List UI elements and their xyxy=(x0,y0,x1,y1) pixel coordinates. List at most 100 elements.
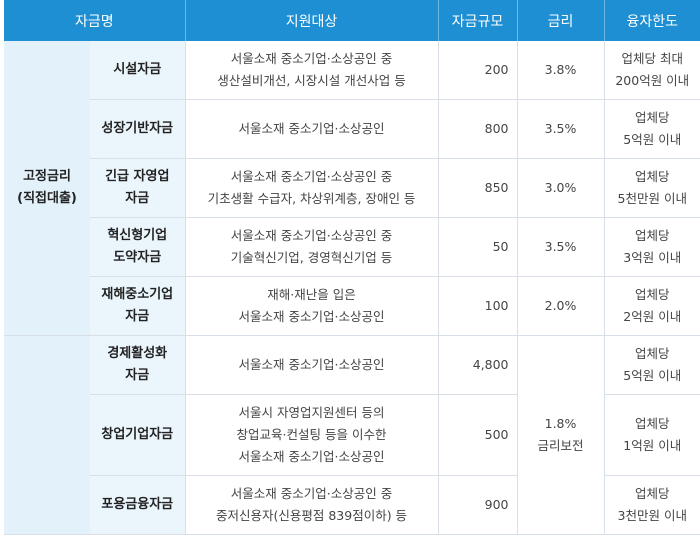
limit-text: 업체당 xyxy=(635,287,670,302)
target: 서울소재 중소기업·소상공인 중 기초생활 수급자, 차상위계층, 장애인 등 xyxy=(185,158,439,218)
group-second xyxy=(4,335,90,535)
table-row: 경제활성화 자금 서울소재 중소기업·소상공인 4,800 1.8% 금리보전 … xyxy=(4,335,700,535)
table-row: 재해중소기업 자금 재해·재난을 입은 서울소재 중소기업·소상공인 100 2… xyxy=(4,276,700,336)
fund-name-text: 도약자금 xyxy=(113,250,162,265)
limit: 업체당 5억원 이내 xyxy=(604,99,700,159)
limit-text: 5억원 이내 xyxy=(623,132,682,147)
fund-name: 포용금융자금 xyxy=(90,475,186,535)
fund-name: 재해중소기업 자금 xyxy=(90,276,186,336)
header-fund-name: 자금명 xyxy=(4,0,186,41)
limit-text: 5억원 이내 xyxy=(623,368,682,383)
fund-name-text: 혁신형기업 xyxy=(107,228,168,243)
fund-name: 시설자금 xyxy=(90,41,186,100)
limit-text: 업체당 xyxy=(635,169,670,184)
target-text: 기초생활 수급자, 차상위계층, 장애인 등 xyxy=(207,191,416,206)
limit: 업체당 3천만원 이내 xyxy=(604,475,700,535)
rate: 3.5% xyxy=(517,217,605,277)
target-text: 재해·재난을 입은 xyxy=(267,287,356,302)
limit-text: 업체당 xyxy=(635,110,670,125)
rate-merged: 1.8% 금리보전 xyxy=(517,335,605,535)
target: 재해·재난을 입은 서울소재 중소기업·소상공인 xyxy=(185,276,439,336)
limit-text: 3천만원 이내 xyxy=(617,508,687,523)
fund-name-text: 시설자금 xyxy=(113,62,162,77)
table-row: 혁신형기업 도약자금 서울소재 중소기업·소상공인 중 기술혁신기업, 경영혁신… xyxy=(4,217,700,277)
target: 서울시 자영업지원센터 등의 창업교육·컨설팅 등을 이수한 서울소재 중소기업… xyxy=(185,394,439,476)
target-text: 기술혁신기업, 경영혁신기업 등 xyxy=(230,250,393,265)
amount: 900 xyxy=(438,475,518,535)
target-text: 서울소재 중소기업·소상공인 xyxy=(238,121,385,136)
target-text: 서울시 자영업지원센터 등의 xyxy=(238,405,385,420)
limit-text: 업체당 xyxy=(635,346,670,361)
group-label: 고정금리 xyxy=(23,169,71,184)
target-text: 서울소재 중소기업·소상공인 중 xyxy=(230,51,393,66)
header-row: 자금명 지원대상 자금규모 금리 융자한도 xyxy=(4,0,700,41)
target-text: 서울소재 중소기업·소상공인 xyxy=(238,309,385,324)
fund-name-text: 자금 xyxy=(125,191,150,206)
rate: 2.0% xyxy=(517,276,605,336)
amount: 4,800 xyxy=(438,335,518,395)
target-text: 창업교육·컨설팅 등을 이수한 xyxy=(236,427,387,442)
rate-text: 금리보전 xyxy=(537,438,584,453)
rate-text: 1.8% xyxy=(544,416,577,431)
target: 서울소재 중소기업·소상공인 중 생산설비개선, 시장시설 개선사업 등 xyxy=(185,41,439,100)
limit-text: 업체당 최대 xyxy=(621,51,683,66)
amount: 100 xyxy=(438,276,518,336)
target-text: 서울소재 중소기업·소상공인 xyxy=(238,449,385,464)
header-target: 지원대상 xyxy=(185,0,439,41)
target-text: 서울소재 중소기업·소상공인 xyxy=(238,357,385,372)
table-row: 고정금리 (직접대출) 시설자금 서울소재 중소기업·소상공인 중 생산설비개선… xyxy=(4,41,700,336)
fund-name: 긴급 자영업 자금 xyxy=(90,158,186,218)
fund-name-text: 자금 xyxy=(125,368,150,383)
limit-text: 업체당 xyxy=(635,486,670,501)
fund-name-text: 긴급 자영업 xyxy=(105,169,170,184)
table-row: 포용금융자금 서울소재 중소기업·소상공인 중 중저신용자(신용평점 839점이… xyxy=(4,475,700,535)
fund-name: 창업기업자금 xyxy=(90,394,186,476)
target-text: 서울소재 중소기업·소상공인 중 xyxy=(230,228,393,243)
rate: 3.0% xyxy=(517,158,605,218)
amount: 200 xyxy=(438,41,518,100)
amount: 50 xyxy=(438,217,518,277)
fund-name-text: 재해중소기업 xyxy=(101,287,174,302)
fund-name: 혁신형기업 도약자금 xyxy=(90,217,186,277)
table-row: 성장기반자금 서울소재 중소기업·소상공인 800 3.5% 업체당 5억원 이… xyxy=(4,99,700,159)
limit-text: 업체당 xyxy=(635,416,670,431)
fund-name-text: 창업기업자금 xyxy=(101,427,174,442)
fund-name: 경제활성화 자금 xyxy=(90,335,186,395)
limit-text: 5천만원 이내 xyxy=(617,191,687,206)
limit-text: 1억원 이내 xyxy=(623,438,682,453)
rate: 3.5% xyxy=(517,99,605,159)
limit: 업체당 3억원 이내 xyxy=(604,217,700,277)
target-text: 서울소재 중소기업·소상공인 중 xyxy=(230,486,393,501)
limit: 업체당 5억원 이내 xyxy=(604,335,700,395)
limit-text: 200억원 이내 xyxy=(615,73,690,88)
limit-text: 3억원 이내 xyxy=(623,250,682,265)
loan-fund-table: 자금명 지원대상 자금규모 금리 융자한도 고정금리 (직접대출) 시설자금 서… xyxy=(4,0,700,535)
header-rate: 금리 xyxy=(517,0,605,41)
target: 서울소재 중소기업·소상공인 중 중저신용자(신용평점 839점이하) 등 xyxy=(185,475,439,535)
target-text: 중저신용자(신용평점 839점이하) 등 xyxy=(215,508,408,523)
limit: 업체당 5천만원 이내 xyxy=(604,158,700,218)
header-limit: 융자한도 xyxy=(604,0,700,41)
rate: 3.8% xyxy=(517,41,605,100)
target-text: 서울소재 중소기업·소상공인 중 xyxy=(230,169,393,184)
target: 서울소재 중소기업·소상공인 xyxy=(185,99,439,159)
limit-text: 업체당 xyxy=(635,228,670,243)
header-amount: 자금규모 xyxy=(438,0,518,41)
amount: 800 xyxy=(438,99,518,159)
table-row: 창업기업자금 서울시 자영업지원센터 등의 창업교육·컨설팅 등을 이수한 서울… xyxy=(4,394,700,476)
limit: 업체당 1억원 이내 xyxy=(604,394,700,476)
fund-name-text: 자금 xyxy=(125,309,150,324)
amount: 850 xyxy=(438,158,518,218)
target: 서울소재 중소기업·소상공인 중 기술혁신기업, 경영혁신기업 등 xyxy=(185,217,439,277)
amount: 500 xyxy=(438,394,518,476)
limit: 업체당 최대 200억원 이내 xyxy=(604,41,700,100)
fund-name-text: 경제활성화 xyxy=(107,346,168,361)
target: 서울소재 중소기업·소상공인 xyxy=(185,335,439,395)
group-label: (직접대출) xyxy=(17,191,77,206)
fund-name: 성장기반자금 xyxy=(90,99,186,159)
target-text: 생산설비개선, 시장시설 개선사업 등 xyxy=(217,73,406,88)
fund-name-text: 포용금융자금 xyxy=(101,497,174,512)
table-row: 긴급 자영업 자금 서울소재 중소기업·소상공인 중 기초생활 수급자, 차상위… xyxy=(4,158,700,218)
limit-text: 2억원 이내 xyxy=(623,309,682,324)
fund-name-text: 성장기반자금 xyxy=(101,121,174,136)
